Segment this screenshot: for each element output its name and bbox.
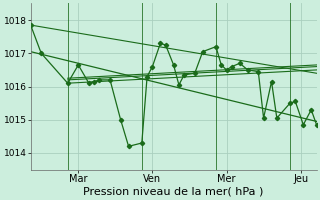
X-axis label: Pression niveau de la mer( hPa ): Pression niveau de la mer( hPa )	[84, 187, 264, 197]
